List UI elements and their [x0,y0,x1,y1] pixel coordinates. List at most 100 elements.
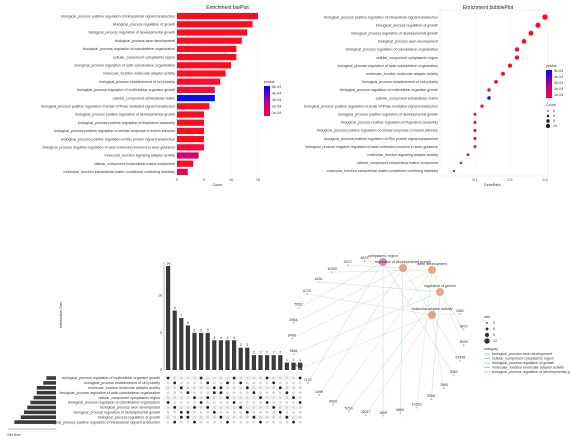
bar [177,45,237,52]
matrix-dot [298,410,302,414]
x-tick-label: 0 [176,178,178,182]
gene-label: 6875 [361,256,369,260]
category-label: biological_process regulation of develop… [88,31,175,35]
matrix-dot [206,415,210,419]
legend-label: 1e-04 [554,93,563,97]
category-label: molecular_function molecular adaptor act… [366,72,438,76]
category-node-label: cytoplasmic region [368,254,398,258]
matrix-dot [179,396,183,399]
matrix-dot [206,410,210,414]
matrix-dot [298,391,302,395]
gene-node [442,387,445,390]
matrix-dot [232,410,236,414]
bar [177,13,258,20]
matrix-dot [239,396,243,399]
matrix-dot [252,406,256,409]
intersection-bar [251,355,256,370]
intersection-bar [166,266,171,370]
matrix-dot [226,401,229,404]
bar [177,62,231,69]
gene-node [292,353,295,356]
matrix-dot [292,406,295,409]
category-node-label: regulation of developmental growth [375,260,431,264]
matrix-dot [206,406,210,409]
matrix-dot [245,381,249,385]
size-legend-dot [485,327,489,331]
x-tick-label: 0.2 [508,178,513,182]
matrix-dot [298,376,302,380]
x-axis-label: GeneRatio [484,183,501,187]
category-legend-label: cellular_component cytoplasmic region [492,357,554,361]
gene-label: 5793 [345,406,353,410]
data-point [487,88,491,92]
bar-value-label: 3 [246,343,248,347]
category-label: molecular_function extracellular matrix … [327,169,439,173]
network-edge [365,314,433,416]
bar-value-label: 2 [260,351,262,355]
bar [177,103,210,110]
category-label: biological_process establishment of cell… [362,80,438,84]
matrix-dot [245,376,249,380]
bar-value-label: 6 [187,321,189,325]
category-label: biological_process positive regulation o… [61,14,175,18]
bar-value-label: 8 [174,306,176,310]
matrix-dot [252,401,256,404]
set-label: cellular_component cytoplasmic region [98,396,160,400]
set-size-bar [33,395,56,400]
category-label: biological_process regulation of growth [113,23,175,27]
matrix-dot [272,415,276,419]
bar-value-label: 4 [227,336,229,340]
data-point [473,145,477,149]
set-size-bar [24,410,56,415]
matrix-dot [265,376,269,380]
matrix-dot [298,415,302,419]
gene-label: 11093 [327,267,337,271]
data-point [507,63,513,68]
bar-value-label: 14 [166,262,170,266]
intersection-bar [179,318,184,370]
bar-value-label: 5 [207,328,209,332]
matrix-dot [285,420,289,424]
matrix-dot [259,401,262,404]
category-label: biological_process negative regulation o… [43,146,175,150]
category-node [399,264,407,272]
legend-title: pvalue [546,64,557,68]
set-label: biological_process regulation of develop… [73,411,160,415]
matrix-dot [232,386,236,390]
matrix-dot [259,396,262,399]
category-label: biological_process positive regulation o… [317,129,438,133]
bar [177,111,204,118]
matrix-dot [232,401,236,404]
legend-title: Count [546,103,556,107]
matrix-dot [226,376,229,380]
bar-value-label: 4 [220,336,222,340]
gene-node [415,406,418,409]
gene-label: 3965 [440,383,448,387]
gene-label: 1499 [315,390,323,394]
matrix-dot [272,381,276,385]
category-label: cellular_component extracellular matrix [113,96,176,100]
matrix-dot [278,396,282,399]
y-tick-label: 5 [160,331,162,335]
matrix-dot [226,406,229,409]
matrix-dot [285,401,289,404]
matrix-dot [212,406,216,409]
bar-value-label: 5 [200,328,202,332]
category-label: biological_process regulation of actin c… [75,64,176,68]
bar-value-label: 3 [240,343,242,347]
category-label: biological_process axon development [378,40,438,44]
network-edge [332,269,433,273]
set-size-bar [14,420,56,424]
matrix-dot [272,396,276,399]
gene-node [382,414,384,417]
matrix-dot [298,401,302,404]
matrix-dot [272,420,276,424]
matrix-dot [179,401,183,404]
category-label: molecular_function extracellular matrix … [64,170,176,174]
category-label: biological_process regulation of multice… [77,88,175,92]
set-size-bar [30,400,56,405]
matrix-dot [219,406,223,409]
matrix-dot [245,401,249,404]
matrix-dot [186,386,190,390]
bar [177,160,194,167]
